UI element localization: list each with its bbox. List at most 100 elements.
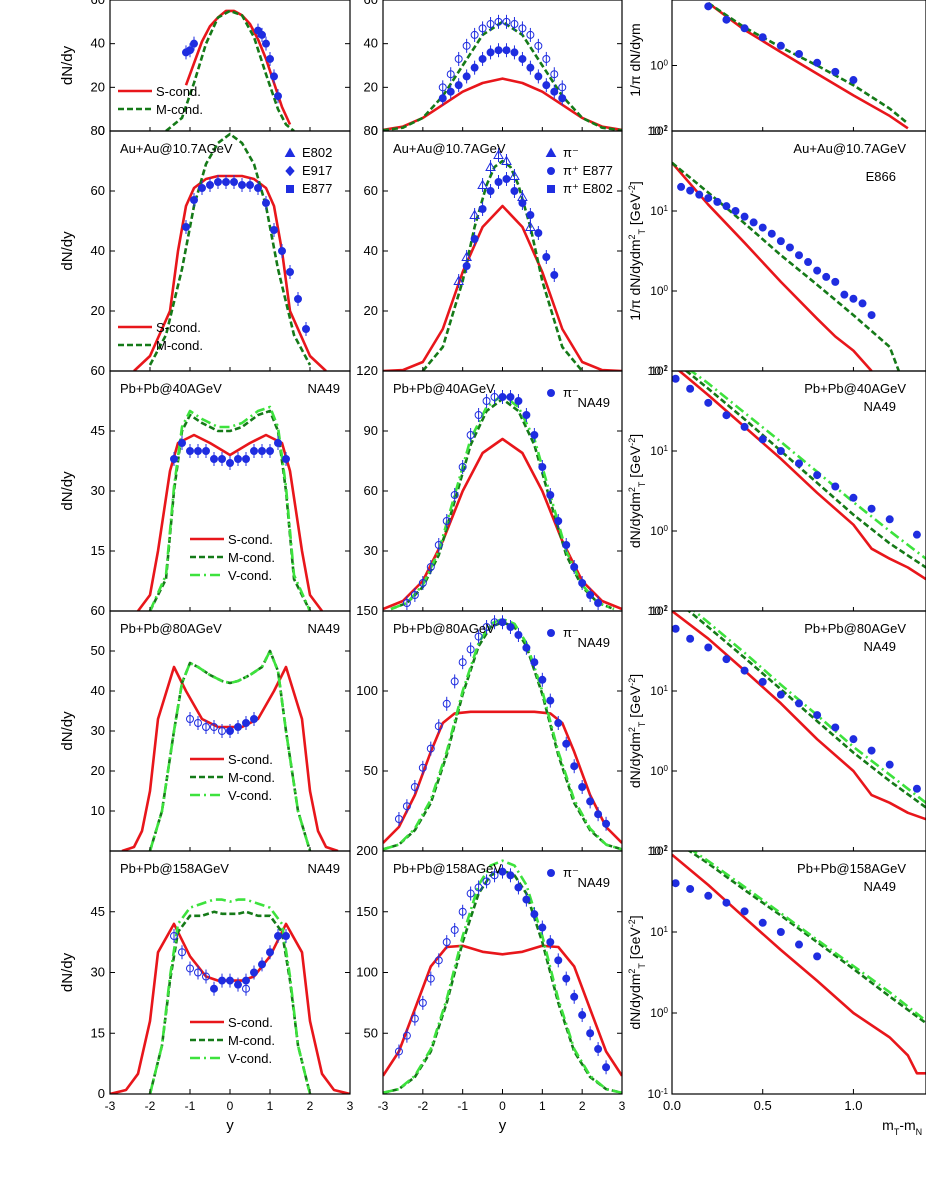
y-tick-label: 102: [650, 124, 668, 139]
data-point: [461, 251, 473, 261]
data-point: [562, 974, 571, 983]
x-tick-label: -2: [417, 1099, 428, 1113]
y-axis-label: 1/π dN/dydm2T [GeV-2]: [627, 181, 647, 320]
data-point: [672, 879, 680, 888]
series-line-solid: [133, 174, 327, 371]
data-point: [558, 94, 567, 103]
data-point: [202, 723, 210, 731]
tick-base: 10: [650, 684, 664, 698]
y-tick-label: 60: [364, 0, 378, 7]
y-tick-label: 101: [650, 204, 668, 219]
data-point: [194, 447, 202, 455]
data-point: [586, 797, 595, 806]
data-point: [758, 918, 767, 927]
data-point: [831, 723, 840, 732]
y-axis-label: 1/π dN/dym: [627, 23, 643, 96]
data-point: [210, 984, 218, 993]
tick-base: 10: [650, 925, 664, 939]
x-axis-label: y: [499, 1117, 507, 1134]
data-point: [490, 393, 499, 401]
data-point: [510, 48, 519, 57]
data-point: [550, 271, 559, 279]
marker-legend-label: π⁻: [563, 865, 579, 880]
data-point: [186, 447, 194, 455]
data-markers: [402, 390, 499, 610]
data-point: [840, 290, 849, 299]
tick-base: 10: [650, 204, 664, 218]
data-point: [170, 932, 178, 941]
data-point: [813, 471, 822, 480]
data-point: [510, 20, 519, 29]
data-markers: [672, 624, 921, 793]
data-point: [482, 623, 491, 631]
data-point: [740, 422, 749, 431]
data-point: [713, 197, 722, 206]
y-tick-label: 50: [364, 763, 378, 778]
data-point: [776, 928, 785, 936]
data-point: [776, 447, 785, 455]
data-point: [262, 39, 270, 48]
data-point: [758, 33, 767, 42]
axis-label-part: T: [637, 721, 647, 727]
plot-area: [672, 851, 926, 1075]
axis-label-part: 1/π dN/dydm: [627, 239, 643, 320]
data-point: [418, 998, 427, 1007]
y-tick-label: 150: [356, 603, 378, 618]
data-point: [470, 235, 479, 243]
data-point: [234, 455, 242, 463]
x-axis-label: mT-mN [GeV]: [882, 1117, 926, 1137]
marker-legend-label: E877: [302, 181, 332, 196]
data-point: [410, 783, 419, 791]
axis-label-part: dN/dydm: [627, 974, 643, 1030]
data-point: [514, 397, 523, 405]
panel-annotation: NA49: [307, 381, 340, 396]
y-tick-label: 100: [650, 58, 668, 73]
plot-area: [383, 390, 622, 611]
marker-legend-label: E802: [302, 145, 332, 160]
panel-c0r4: 0 15 30 45 -3 -2 -1 0 1 2 3 y dN/dy Pb+Pb@158AGeV NA49…: [59, 850, 354, 1134]
y-tick-label: 80: [91, 123, 105, 138]
data-point: [170, 455, 178, 463]
y-tick-label: 90: [364, 423, 378, 438]
data-point: [526, 211, 535, 219]
y-tick-label: 102: [650, 844, 668, 859]
data-point: [562, 541, 571, 549]
y-tick-label: 101: [650, 444, 668, 459]
data-point: [482, 397, 491, 405]
panel-title: Au+Au@10.7AGeV: [793, 141, 906, 156]
axis-label-part: [GeV: [627, 685, 643, 721]
x-tick-label: -1: [457, 1099, 468, 1113]
axis-label-part: T: [894, 1127, 900, 1137]
data-point: [502, 175, 511, 183]
y-tick-label: 30: [91, 965, 105, 980]
series-line-solid: [136, 433, 324, 611]
tick-exp: -1: [661, 124, 669, 133]
series-line-dashdot: [148, 898, 312, 1094]
plot-area: [165, 9, 295, 131]
y-tick-label: 50: [364, 1025, 378, 1040]
data-point: [474, 411, 483, 419]
data-point: [522, 643, 531, 652]
data-point: [218, 455, 226, 463]
data-point: [867, 311, 876, 320]
data-markers: [677, 182, 876, 320]
data-point: [722, 202, 731, 211]
data-point: [426, 974, 435, 983]
y-tick-label: 20: [91, 79, 105, 94]
y-tick-label: 0: [371, 123, 378, 138]
data-point: [210, 723, 218, 731]
data-point: [402, 802, 411, 811]
data-point: [530, 431, 539, 439]
series-line-solid: [672, 161, 873, 371]
y-tick-label: 80: [364, 123, 378, 138]
tick-exp: 2: [664, 124, 669, 133]
data-point: [518, 24, 527, 33]
data-point: [586, 591, 595, 599]
axis-label-part: 2: [627, 727, 637, 732]
panel-c0r1: 20 40 60 80 dN/dy Au+Au@10.7AGeV E802 E917 E877 S…: [59, 123, 351, 372]
data-point: [885, 760, 894, 769]
data-point: [426, 563, 435, 571]
x-tick-label: 0.0: [663, 1098, 681, 1113]
data-point: [410, 1014, 419, 1023]
data-point: [534, 72, 543, 81]
